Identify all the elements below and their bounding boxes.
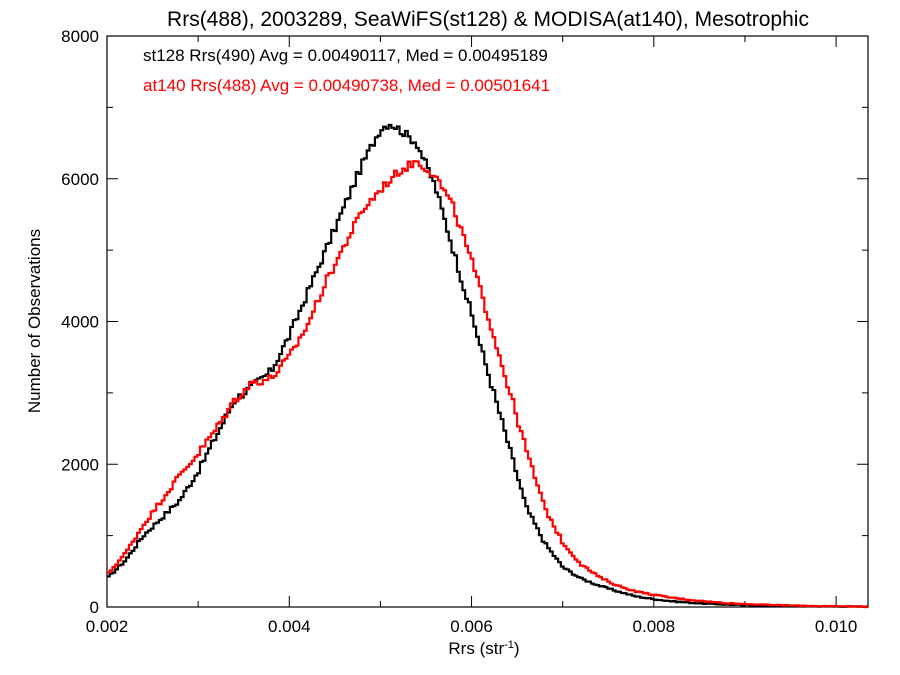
x-axis-label: Rrs (str-1) [448,639,519,658]
y-axis-label: Number of Observations [25,229,44,413]
series-layer [107,123,869,609]
plot-area: 0.002 0.004 0.006 0.008 0.010 0 2000 4000 6000 8… [61,27,869,636]
legend-entry: at140 Rrs(488) Avg = 0.00490738, Med = 0… [143,76,550,95]
x-axis-label-superscript: -1 [504,639,514,651]
y-tick-label: 2000 [61,455,99,474]
x-tick-label: 0.010 [815,617,858,636]
legend-entry: st128 Rrs(490) Avg = 0.00490117, Med = 0… [143,46,548,65]
legend: st128 Rrs(490) Avg = 0.00490117, Med = 0… [143,46,550,95]
plot-frame [106,35,869,608]
x-axis: 0.002 0.004 0.006 0.008 0.010 [86,36,858,636]
y-axis: 0 2000 4000 6000 8000 [61,27,868,617]
x-tick-label: 0.006 [450,617,493,636]
x-tick-label: 0.004 [268,617,311,636]
y-tick-label: 0 [90,598,99,617]
x-tick-label: 0.002 [86,617,129,636]
chart-title: Rrs(488), 2003289, SeaWiFS(st128) & MODI… [167,8,809,31]
series-line-1 [107,123,869,609]
x-tick-label: 0.008 [633,617,676,636]
series-line-2 [107,160,869,609]
y-tick-label: 6000 [61,170,99,189]
y-tick-label: 8000 [61,27,99,46]
y-tick-label: 4000 [61,313,99,332]
